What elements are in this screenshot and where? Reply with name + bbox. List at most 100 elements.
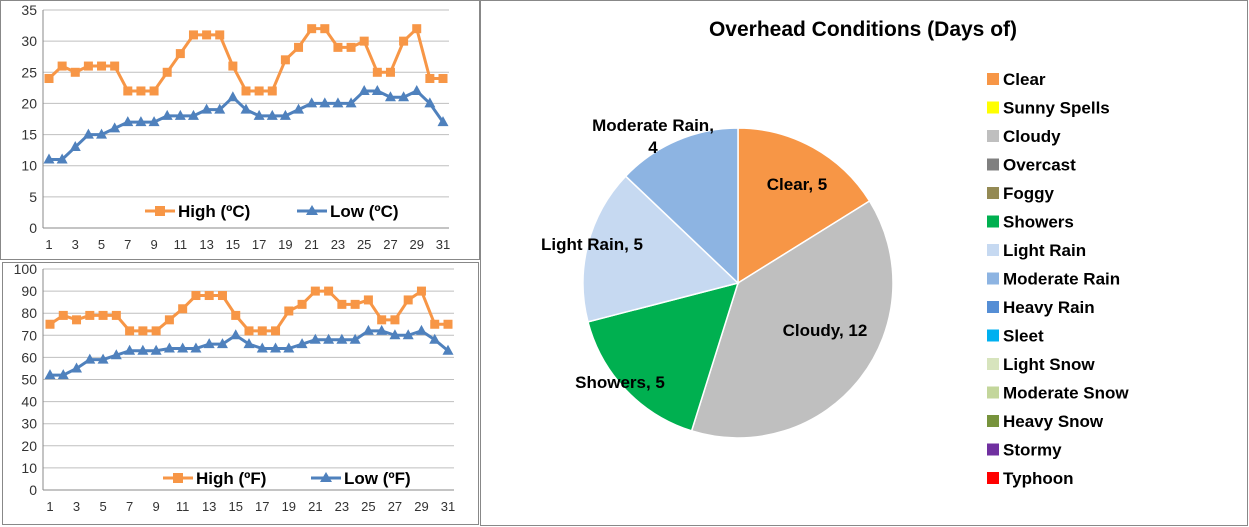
data-point — [377, 315, 387, 325]
y-tick-label: 35 — [21, 2, 37, 18]
data-point — [411, 84, 423, 95]
legend-label: Showers — [1003, 213, 1074, 232]
data-point — [188, 30, 198, 40]
data-point — [346, 42, 356, 52]
data-point — [110, 349, 122, 360]
legend-marker — [155, 206, 165, 216]
x-tick-label: 13 — [199, 237, 213, 252]
data-point — [416, 286, 426, 296]
data-point — [363, 295, 373, 305]
data-point — [175, 49, 185, 59]
legend-swatch — [987, 101, 999, 114]
data-point — [228, 61, 238, 71]
legend-marker — [173, 473, 183, 483]
data-point — [337, 299, 347, 309]
data-point — [44, 369, 56, 380]
data-point — [191, 291, 201, 301]
data-point — [244, 326, 254, 336]
data-point — [44, 74, 54, 84]
y-tick-label: 30 — [21, 416, 37, 432]
legend-swatch — [987, 329, 999, 342]
x-tick-label: 1 — [45, 237, 52, 252]
data-point — [359, 36, 369, 46]
data-point — [98, 310, 108, 320]
x-tick-label: 13 — [202, 499, 216, 514]
data-point — [187, 109, 199, 120]
data-point — [70, 67, 80, 77]
data-point — [412, 24, 422, 34]
pie-slice-moderate-rain — [624, 127, 739, 285]
x-tick-label: 27 — [388, 499, 402, 514]
data-point — [256, 342, 268, 353]
data-point — [425, 74, 435, 84]
data-point — [57, 61, 67, 71]
data-point — [320, 24, 330, 34]
pie-slice-cloudy — [690, 199, 894, 439]
y-tick-label: 15 — [21, 127, 37, 143]
data-point — [162, 67, 172, 77]
x-tick-label: 15 — [228, 499, 242, 514]
series-line-high — [47, 25, 443, 93]
data-point — [243, 338, 255, 349]
data-point — [266, 109, 278, 120]
data-point — [442, 344, 454, 355]
data-point — [402, 329, 414, 340]
pie-slice-showers — [587, 281, 740, 432]
y-tick-label: 20 — [21, 438, 37, 454]
data-point — [349, 333, 361, 344]
data-point — [270, 342, 282, 353]
y-tick-label: 10 — [21, 460, 37, 476]
data-point — [174, 109, 186, 120]
data-point — [123, 86, 133, 96]
legend-swatch — [987, 244, 999, 256]
legend-swatch — [987, 215, 999, 228]
data-point — [97, 61, 107, 71]
pie-data-label: Light Rain, 5 — [541, 235, 643, 254]
celsius-chart-frame — [0, 0, 480, 260]
y-tick-label: 10 — [21, 158, 37, 174]
x-tick-label: 29 — [414, 499, 428, 514]
data-point — [215, 30, 225, 40]
legend-label: Foggy — [1003, 184, 1055, 203]
legend-label: High (ºC) — [178, 202, 250, 221]
data-point — [43, 153, 55, 164]
legend-swatch — [987, 443, 999, 456]
data-point — [345, 97, 357, 108]
legend-label: Light Rain — [1003, 241, 1086, 260]
x-tick-label: 25 — [361, 499, 375, 514]
data-point — [376, 324, 388, 335]
legend-swatch — [987, 187, 999, 199]
data-point — [164, 315, 174, 325]
x-tick-label: 7 — [126, 499, 133, 514]
x-tick-label: 1 — [46, 499, 53, 514]
y-tick-label: 30 — [21, 33, 37, 49]
data-point — [403, 295, 413, 305]
data-point — [190, 342, 202, 353]
x-tick-label: 23 — [335, 499, 349, 514]
data-point — [231, 310, 241, 320]
data-point — [124, 344, 136, 355]
pie-data-label: Cloudy, 12 — [783, 321, 868, 340]
data-point — [372, 67, 382, 77]
data-point — [150, 344, 162, 355]
data-point — [284, 306, 294, 316]
data-point — [84, 353, 96, 364]
y-tick-label: 20 — [21, 95, 37, 111]
data-point — [149, 86, 159, 96]
y-tick-label: 60 — [21, 349, 37, 365]
data-point — [350, 299, 360, 309]
data-point — [415, 324, 427, 335]
data-point — [399, 36, 409, 46]
data-point — [135, 116, 147, 127]
data-point — [204, 291, 214, 301]
legend-label: Sleet — [1003, 327, 1044, 346]
pie-data-label: Showers, 5 — [575, 373, 665, 392]
y-tick-label: 40 — [21, 394, 37, 410]
data-point — [163, 342, 175, 353]
data-point — [293, 103, 305, 114]
x-tick-label: 19 — [282, 499, 296, 514]
legend-label: Light Snow — [1003, 355, 1095, 374]
y-tick-label: 25 — [21, 64, 37, 80]
